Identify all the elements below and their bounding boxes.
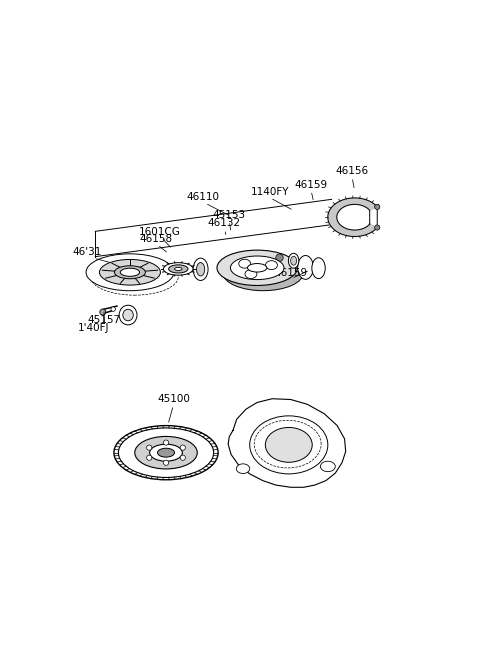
Ellipse shape: [321, 461, 335, 472]
Ellipse shape: [250, 416, 328, 474]
Ellipse shape: [217, 250, 297, 286]
Circle shape: [180, 445, 185, 450]
Polygon shape: [228, 399, 346, 487]
Ellipse shape: [276, 254, 283, 261]
Text: 45153: 45153: [213, 210, 246, 220]
Text: 45157: 45157: [87, 315, 120, 325]
Ellipse shape: [168, 265, 188, 273]
Circle shape: [163, 440, 168, 445]
Circle shape: [374, 204, 380, 210]
Ellipse shape: [248, 263, 267, 272]
Ellipse shape: [236, 464, 250, 474]
Text: 46156: 46156: [336, 166, 369, 176]
Ellipse shape: [150, 444, 182, 461]
Circle shape: [146, 445, 152, 450]
Text: 46132: 46132: [207, 218, 240, 229]
Ellipse shape: [119, 306, 137, 325]
Text: 46159: 46159: [274, 268, 307, 278]
Ellipse shape: [245, 269, 257, 279]
Text: 45100: 45100: [157, 394, 190, 404]
Ellipse shape: [99, 260, 160, 285]
Ellipse shape: [312, 258, 325, 279]
Text: 46159: 46159: [295, 179, 328, 190]
Text: 1'40FJ: 1'40FJ: [78, 323, 109, 332]
Ellipse shape: [230, 256, 284, 280]
Text: 46158: 46158: [139, 234, 172, 244]
Ellipse shape: [123, 309, 133, 321]
Circle shape: [374, 225, 380, 230]
Text: 46'31: 46'31: [72, 248, 101, 258]
Ellipse shape: [265, 261, 277, 269]
Ellipse shape: [86, 254, 174, 290]
Ellipse shape: [239, 260, 251, 268]
Ellipse shape: [288, 254, 299, 268]
Ellipse shape: [120, 268, 140, 277]
Circle shape: [146, 455, 152, 461]
Ellipse shape: [265, 428, 312, 463]
Ellipse shape: [223, 256, 303, 290]
Ellipse shape: [119, 428, 214, 478]
Ellipse shape: [196, 263, 204, 276]
Circle shape: [163, 460, 168, 465]
Ellipse shape: [157, 448, 175, 457]
Ellipse shape: [135, 436, 197, 469]
Ellipse shape: [114, 266, 145, 279]
Ellipse shape: [91, 258, 178, 295]
Ellipse shape: [163, 263, 193, 275]
Circle shape: [111, 307, 115, 311]
Text: 46110: 46110: [187, 193, 220, 202]
Circle shape: [100, 309, 106, 315]
Polygon shape: [328, 198, 377, 237]
Ellipse shape: [175, 267, 182, 271]
Ellipse shape: [290, 256, 297, 265]
Text: 1140FY: 1140FY: [251, 187, 289, 197]
Text: 1601CG: 1601CG: [139, 227, 180, 237]
Ellipse shape: [298, 256, 313, 279]
Ellipse shape: [193, 258, 208, 281]
Circle shape: [180, 455, 185, 461]
